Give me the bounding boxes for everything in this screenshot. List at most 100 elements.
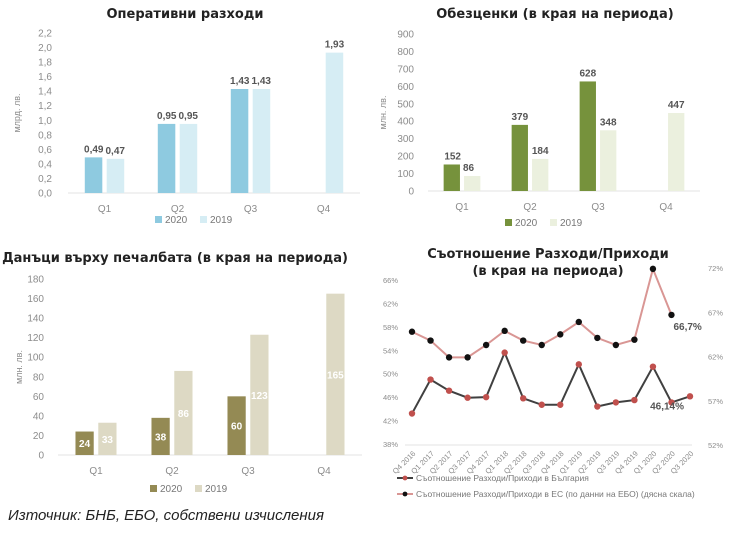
y-tick-label: 600 [397,82,414,93]
legend-label: Съотношение Разходи/Приходи в България [416,473,589,483]
chart-title: Съотношение Разходи/Приходи [427,247,669,262]
series-marker-1 [520,337,527,344]
data-label: 152 [444,151,461,162]
bar-2020-Q3 [227,396,246,455]
legend-marker [402,491,408,497]
chart-impairments: Обезценки (в края на периода) 0 100 200 300 4… [378,7,700,229]
bar-2019-Q2 [174,370,193,455]
series-marker-1 [668,311,675,319]
y-right-tick-label: 62% [708,353,723,362]
series-marker-0 [520,395,527,402]
x-tick-label: Q4 [317,204,331,215]
series-marker-1 [501,327,508,335]
series-marker-0 [612,399,620,406]
y-left-tick-label: 66% [383,276,398,285]
chart-title: Оперативни разходи [107,7,264,22]
y-tick-label: 180 [27,275,44,286]
bar-2019-Q4 [668,113,685,191]
data-label: 0,47 [106,146,126,157]
data-label: 628 [579,68,596,79]
series-marker-0 [575,361,582,368]
y-tick-label: 2,2 [38,29,52,40]
data-label: 38 [155,432,167,443]
legend-swatch [155,216,162,223]
data-label: 1,93 [325,40,345,51]
y-tick-label: 400 [397,117,414,128]
chart-cost_income: Съотношение Разходи/Приходи (в края на пе… [383,247,723,499]
series-line-0 [411,349,691,415]
y-tick-label: 0,0 [38,189,52,200]
y-tick-label: 700 [397,64,414,75]
x-tick-label: Q2 [171,204,185,215]
y-right-tick-label: 52% [708,441,723,450]
bar-2019-Q2 [532,158,549,191]
data-label: 86 [463,163,475,174]
chart-taxes: Данъци върху печалбата (в края на период… [2,251,362,495]
data-label: 348 [600,117,617,128]
y-left-tick-label: 58% [383,323,398,332]
data-label: 0,95 [157,111,177,122]
y-axis-label: млн. лв. [378,96,388,130]
series-marker-1 [538,341,545,349]
y-axis-label: млн. лв. [14,350,24,384]
y-tick-label: 120 [27,333,44,344]
y-tick-label: 100 [397,169,414,180]
series-marker-1 [408,328,416,335]
data-label: 1,43 [252,76,272,87]
x-tick-label: Q2 [165,466,179,477]
x-tick-label: Q3 [241,466,255,477]
series-marker-1 [427,337,434,344]
series-marker-0 [427,376,434,383]
series-marker-0 [557,401,564,408]
bar-2020-Q1 [443,164,460,191]
y-tick-label: 1,0 [38,116,52,127]
y-tick-label: 0 [408,187,414,198]
y-left-tick-label: 38% [383,440,398,449]
y-tick-label: 0 [38,451,44,462]
y-tick-label: 100 [27,353,44,364]
bar-2019-Q1 [106,158,125,193]
y-tick-label: 40 [33,411,45,422]
y-tick-label: 140 [27,314,44,325]
bar-2019-Q3 [600,130,617,191]
series-marker-0 [464,394,471,401]
bar-2020-Q1 [75,431,94,455]
legend-label: 2020 [160,484,183,495]
legend-marker [402,475,408,481]
y-tick-label: 200 [397,152,414,163]
bar-2019-Q3 [250,334,269,455]
data-label: 184 [532,146,549,157]
series-marker-0 [686,393,694,400]
y-tick-label: 1,8 [38,58,52,69]
data-label: 24 [79,439,91,450]
data-label: 165 [327,370,344,381]
end-data-label: 46,14% [650,401,684,412]
bar-2019-Q1 [98,422,117,455]
legend-label: 2019 [560,218,583,229]
legend-swatch [195,485,202,492]
source-note: Източник: БНБ, ЕБО, собствени изчисления [8,507,324,524]
series-marker-1 [557,331,564,338]
bar-2020-Q1 [84,157,103,193]
series-marker-0 [445,387,453,394]
series-marker-1 [612,341,620,349]
y-tick-label: 0,2 [38,174,52,185]
y-right-tick-label: 67% [708,308,723,317]
y-tick-label: 0,8 [38,130,52,141]
y-right-tick-label: 57% [708,397,723,406]
y-right-tick-label: 72% [708,264,723,273]
data-label: 0,49 [84,144,104,155]
y-tick-label: 60 [33,392,45,403]
x-tick-label: Q4 [317,466,331,477]
bar-2020-Q3 [230,89,249,193]
legend-label: 2020 [515,218,538,229]
series-marker-1 [575,318,582,326]
y-left-tick-label: 54% [383,346,398,355]
series-marker-1 [594,334,601,342]
chart-title: Обезценки (в края на периода) [436,7,674,22]
y-left-tick-label: 42% [383,417,398,426]
series-marker-1 [482,341,490,349]
series-marker-0 [631,396,638,404]
legend-label: 2019 [205,484,228,495]
